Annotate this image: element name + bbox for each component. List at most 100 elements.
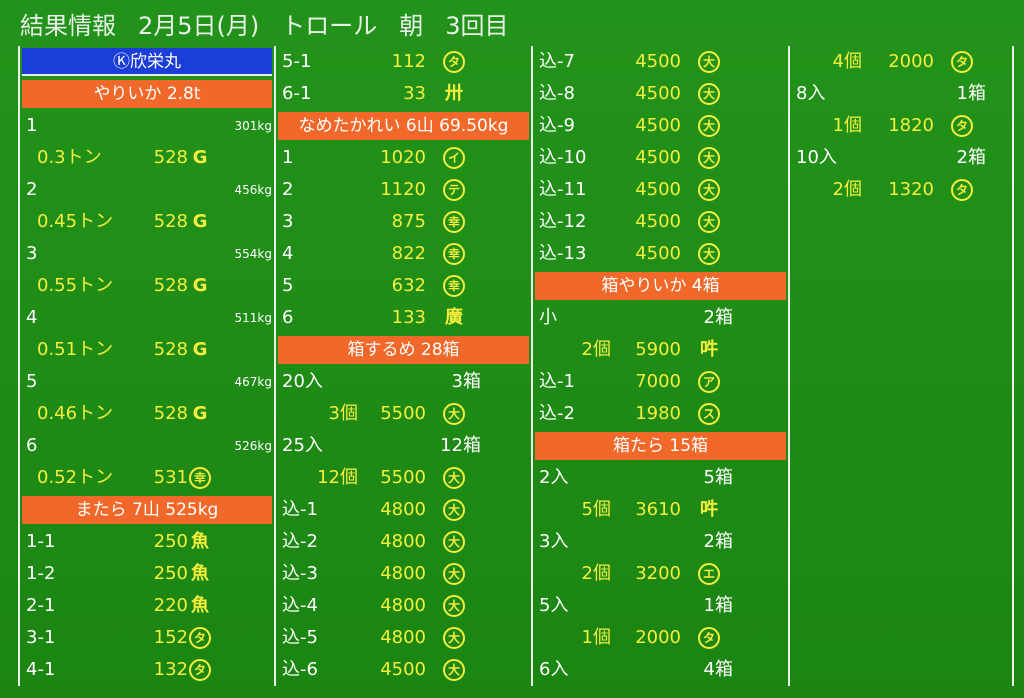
buyer-mark: 大 [443,403,465,425]
row: 4個 2000 タ [790,46,1012,78]
box-count: 5箱 [703,467,733,488]
box-count: 2箱 [956,147,986,168]
buyer-mark: ス [698,403,720,425]
row: 5 632 幸 [276,270,531,302]
row: 3 875 幸 [276,206,531,238]
price: 2000 [635,627,681,648]
row-label: 2個 [581,563,611,584]
row: 箱たら 15箱 [533,430,788,462]
row-label: 込-1 [539,371,575,392]
row-label: 5 [282,275,294,296]
row-label: 4個 [832,51,862,72]
buyer-mark: タ [189,627,211,649]
price: 4500 [635,51,681,72]
price: 33 [403,83,426,104]
buyer-mark: G [192,403,208,424]
row-label: 込-1 [282,499,318,520]
row: 10入 2箱 [790,142,1012,174]
row-label: 5-1 [282,51,312,72]
price: 632 [391,275,426,296]
title-bar: 結果情報 2月5日(月) トロール朝 3回目 [20,6,531,42]
price: 250 [153,563,188,584]
price: 528 [153,339,188,360]
row: 3個 5500 大 [276,398,531,430]
row-label: 込-2 [282,531,318,552]
price: 4500 [380,659,426,680]
row-label: 0.51トン [37,339,114,360]
buyer-mark: 魚 [191,563,209,584]
row-label: 6 [26,435,38,456]
section-header: またら 7山 525kg [22,496,272,524]
head-header: Ⓚ欣栄丸 [22,48,272,76]
price: 4800 [380,499,426,520]
row-label: 4 [282,243,294,264]
row-label: 3 [26,243,38,264]
row: 込-6 4500 大 [276,654,531,686]
row: 込-11 4500 大 [533,174,788,206]
price: 3610 [635,499,681,520]
price: 1820 [888,115,934,136]
price: 4500 [635,83,681,104]
row: 5-1 112 タ [276,46,531,78]
row: 4 822 幸 [276,238,531,270]
column: Ⓚ欣栄丸 やりいか 2.8t 1 301kg 0.3トン 528 G 2 456kg 0.45トン… [18,46,274,686]
row-label: 0.46トン [37,403,114,424]
row-label: 6入 [539,659,569,680]
row: 1個 1820 タ [790,110,1012,142]
row-label: 3入 [539,531,569,552]
buyer-mark: 大 [698,83,720,105]
row-label: 込-7 [539,51,575,72]
price: 132 [153,659,188,680]
row: 小 2箱 [533,302,788,334]
price: 4500 [635,243,681,264]
row: 込-1 4800 大 [276,494,531,526]
buyer-mark: 幸 [443,275,465,297]
price: 5500 [380,403,426,424]
row-label: 4 [26,307,38,328]
row: 2 1120 テ [276,174,531,206]
row-label: 込-8 [539,83,575,104]
row-label: 0.45トン [37,211,114,232]
price: 5500 [380,467,426,488]
price: 1320 [888,179,934,200]
row-label: 0.52トン [37,467,114,488]
row-label: 込-5 [282,627,318,648]
box-count: 2箱 [703,531,733,552]
row-label: 2 [282,179,294,200]
section-header: 箱たら 15箱 [535,432,786,460]
weight: 511kg [234,311,272,325]
row: 0.55トン 528 G [20,270,274,302]
price: 250 [153,531,188,552]
price: 133 [391,307,426,328]
section-header: やりいか 2.8t [22,80,272,108]
buyer-mark: 幸 [189,467,211,489]
row-label: 6 [282,307,294,328]
box-count: 4箱 [703,659,733,680]
buyer-mark: 大 [443,467,465,489]
buyer-mark: タ [951,179,973,201]
row: 0.45トン 528 G [20,206,274,238]
buyer-mark: 大 [443,563,465,585]
price: 152 [153,627,188,648]
row: 4-1 132 タ [20,654,274,686]
row: 込-5 4800 大 [276,622,531,654]
buyer-mark: 大 [698,179,720,201]
price: 4800 [380,627,426,648]
buyer-mark: 大 [443,499,465,521]
row-label: 12個 [317,467,358,488]
row: 2個 5900 吽 [533,334,788,366]
row: 込-2 1980 ス [533,398,788,430]
buyer-mark: G [192,339,208,360]
row-label: 25入 [282,435,323,456]
price: 4800 [380,563,426,584]
buyer-mark: 大 [698,243,720,265]
row-label: 1 [282,147,294,168]
row: 0.3トン 528 G [20,142,274,174]
buyer-mark: タ [951,51,973,73]
row: 2個 1320 タ [790,174,1012,206]
price: 4800 [380,595,426,616]
price: 1120 [380,179,426,200]
row: 2 456kg [20,174,274,206]
title-part: トロール [281,12,378,40]
